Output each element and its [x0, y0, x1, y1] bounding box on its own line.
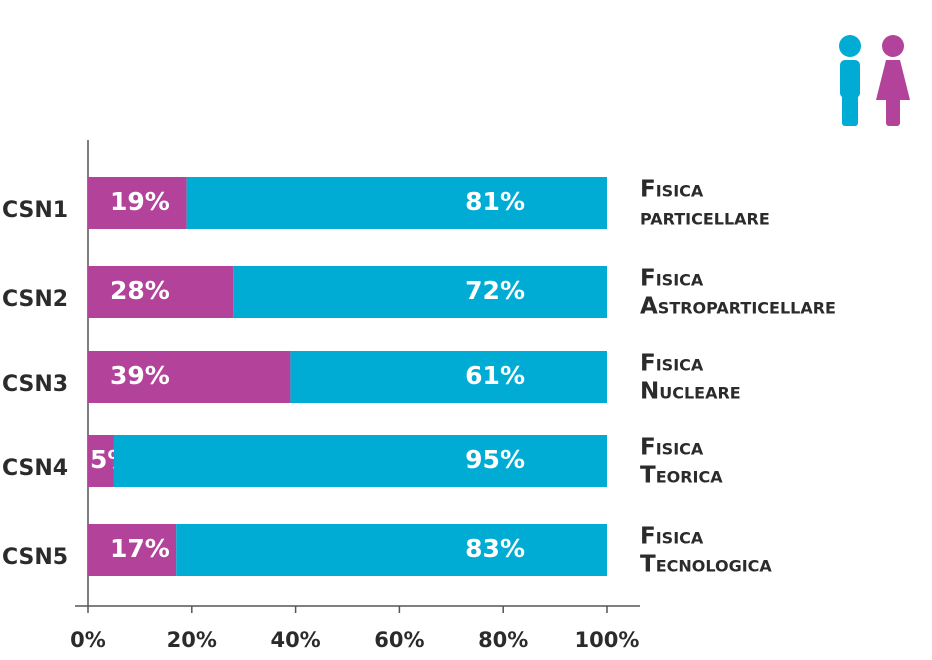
value-label: 39% [110, 361, 170, 390]
bar-segment [88, 524, 177, 576]
x-tick-label: 80% [478, 628, 528, 652]
bar-segment [176, 524, 608, 576]
category-description: Fisica [640, 351, 704, 377]
legend-icons [839, 35, 910, 126]
value-label: 17% [110, 534, 170, 563]
x-tick-label: 20% [167, 628, 217, 652]
x-tick-label: 40% [270, 628, 320, 652]
bar-segment [113, 435, 607, 487]
x-tick-label: 60% [374, 628, 424, 652]
category-description: Fisica [640, 266, 704, 292]
bar-segment [88, 435, 114, 487]
bar-segment [186, 177, 608, 229]
bar-segment [233, 266, 607, 318]
category-description: Astroparticellare [640, 294, 836, 320]
value-label: 19% [110, 187, 170, 216]
category-description: Tecnologica [640, 552, 772, 578]
category-description: Fisica [640, 177, 704, 203]
category-label: CSN3 [2, 372, 68, 397]
value-label: 28% [110, 276, 170, 305]
category-description: Fisica [640, 524, 704, 550]
category-description: Fisica [640, 435, 704, 461]
value-label: 83% [465, 534, 525, 563]
value-label: 61% [465, 361, 525, 390]
category-label: CSN4 [2, 456, 68, 481]
value-label: 72% [465, 276, 525, 305]
category-label: CSN2 [2, 287, 68, 312]
bar-segment [290, 351, 607, 403]
value-label: 81% [465, 187, 525, 216]
category-description: Teorica [640, 463, 723, 489]
x-tick-label: 0% [70, 628, 106, 652]
bar-segment [88, 266, 234, 318]
category-label: CSN1 [2, 198, 68, 223]
category-description: particellare [640, 205, 770, 231]
category-label: CSN5 [2, 545, 68, 570]
value-label: 95% [465, 445, 525, 474]
category-description: Nucleare [640, 379, 741, 405]
bar-segment [88, 351, 291, 403]
x-tick-label: 100% [575, 628, 640, 652]
bar-segment [88, 177, 187, 229]
